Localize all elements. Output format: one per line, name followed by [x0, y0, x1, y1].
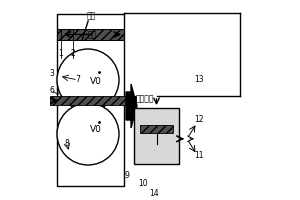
Text: 9: 9 — [124, 170, 129, 180]
Text: 1: 1 — [58, 49, 63, 58]
Text: 11: 11 — [194, 152, 204, 160]
Text: 8: 8 — [64, 140, 69, 148]
Bar — [50, 96, 136, 105]
Text: 12: 12 — [194, 116, 204, 124]
Circle shape — [57, 49, 119, 111]
Text: V0: V0 — [90, 77, 102, 86]
Text: 深冷处理: 深冷处理 — [136, 94, 154, 103]
Text: 10: 10 — [138, 180, 148, 188]
Text: 2: 2 — [70, 49, 75, 58]
Text: 中制: 中制 — [87, 30, 96, 39]
Text: 13: 13 — [194, 75, 204, 84]
Circle shape — [57, 103, 119, 165]
Bar — [57, 14, 124, 186]
Bar — [134, 108, 179, 164]
Text: 切割: 切割 — [86, 11, 95, 20]
Polygon shape — [126, 84, 137, 128]
Text: 14: 14 — [149, 190, 159, 198]
Bar — [140, 125, 173, 133]
Text: 3: 3 — [50, 68, 54, 77]
Text: V0: V0 — [90, 126, 102, 134]
Bar — [57, 29, 124, 40]
Text: 7: 7 — [76, 75, 80, 84]
Text: 6: 6 — [50, 86, 54, 95]
